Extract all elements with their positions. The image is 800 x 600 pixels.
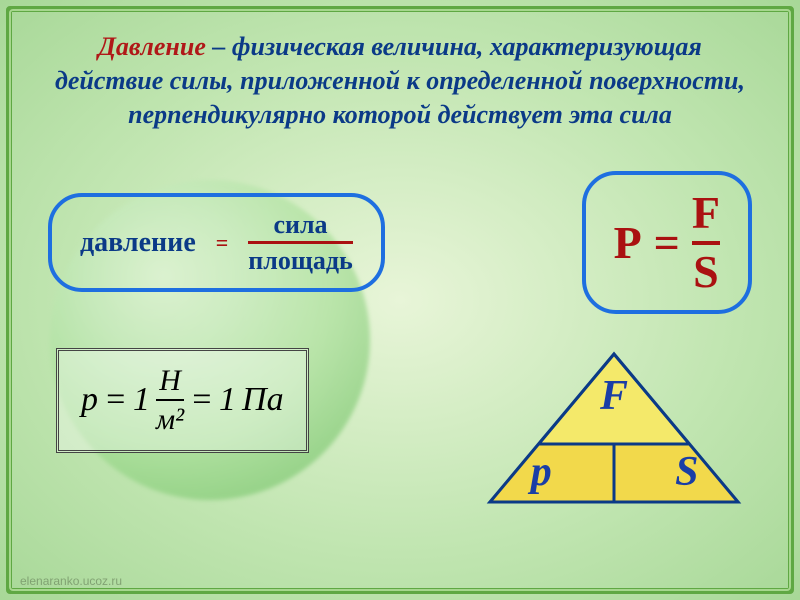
symbol-fraction-bar (692, 241, 720, 245)
word-lhs: давление (80, 227, 196, 259)
unit-fraction: Н м² (156, 365, 184, 436)
symbol-denominator: S (693, 248, 719, 296)
word-equation-box: давление = сила площадь (48, 193, 385, 293)
triangle-label-right: S (675, 448, 698, 496)
symbol-lhs: P (614, 216, 642, 269)
triangle-label-left: p (531, 448, 552, 496)
triangle-label-top: F (600, 372, 628, 420)
word-numerator: сила (273, 211, 327, 238)
word-denominator: площадь (248, 247, 352, 274)
definition-term: Давление (98, 32, 206, 61)
bottom-row: p = 1 Н м² = 1 Па F p S (48, 348, 752, 508)
unit-eq2: = (190, 381, 213, 419)
symbol-equation-box: P = F S (582, 171, 752, 314)
word-fraction-bar (248, 241, 352, 244)
formula-triangle: F p S (484, 348, 744, 508)
word-fraction: сила площадь (248, 211, 352, 275)
unit-denominator: м² (156, 404, 184, 436)
definition-text: Давление – физическая величина, характер… (48, 30, 752, 131)
word-equals: = (210, 230, 235, 256)
unit-eq1: = (104, 381, 127, 419)
unit-pa: Па (242, 381, 284, 419)
unit-one1: 1 (133, 381, 150, 419)
unit-one2: 1 (219, 381, 236, 419)
slide-content: Давление – физическая величина, характер… (20, 20, 780, 580)
credit-text: elenaranko.ucoz.ru (20, 574, 122, 588)
unit-p: p (81, 381, 98, 419)
unit-equation-box: p = 1 Н м² = 1 Па (56, 348, 309, 453)
unit-fraction-bar (156, 399, 184, 401)
equations-row: давление = сила площадь P = F S (48, 171, 752, 314)
symbol-fraction: F S (692, 189, 720, 296)
unit-numerator: Н (159, 365, 181, 397)
symbol-numerator: F (692, 189, 720, 237)
symbol-equals: = (654, 216, 680, 269)
